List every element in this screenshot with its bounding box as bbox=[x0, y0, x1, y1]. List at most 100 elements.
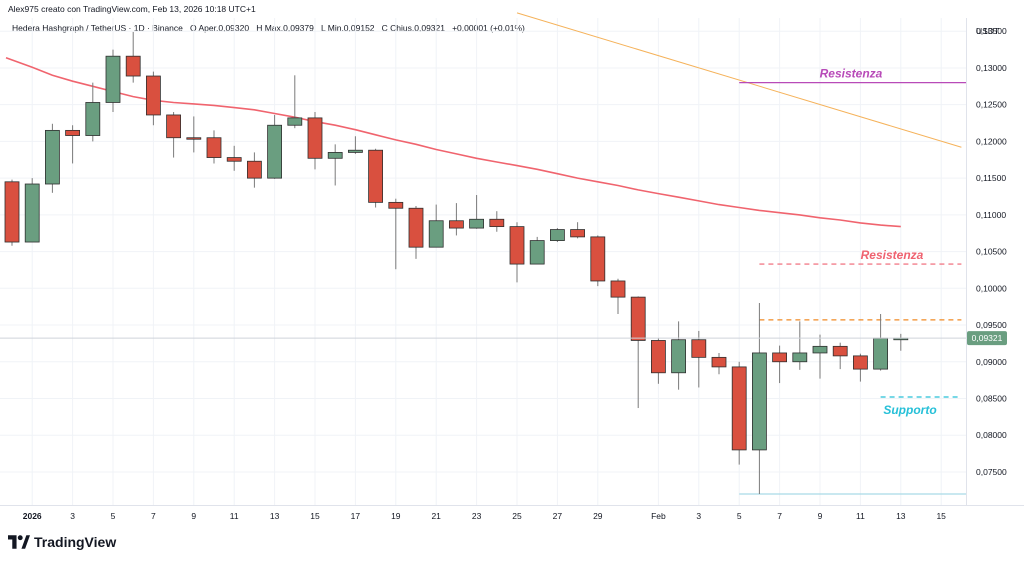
y-tick-label: 0,10500 bbox=[976, 247, 1007, 257]
candle-body bbox=[832, 345, 848, 357]
candle bbox=[630, 296, 646, 409]
candle-body bbox=[772, 352, 787, 363]
close-label: C bbox=[381, 23, 388, 33]
x-tick-label: 29 bbox=[593, 511, 603, 521]
candle-body bbox=[186, 137, 202, 140]
candle-body bbox=[347, 149, 363, 153]
candle-body bbox=[691, 339, 707, 358]
y-tick-label: 0,11500 bbox=[976, 173, 1006, 183]
x-tick-label: 2026 bbox=[23, 511, 42, 521]
y-tick-label: 0,10000 bbox=[976, 283, 1007, 293]
resistance-label-top: Resistenza bbox=[820, 67, 883, 81]
x-tick-label: 11 bbox=[230, 511, 239, 521]
chart-legend: Hedera Hashgraph / TetherUS · 1D · Binan… bbox=[12, 23, 525, 33]
candles bbox=[4, 31, 909, 494]
candle bbox=[45, 123, 60, 193]
candle bbox=[307, 112, 323, 170]
candle-body bbox=[125, 55, 141, 77]
candle-body bbox=[448, 220, 464, 229]
candle-body bbox=[307, 117, 323, 159]
candle bbox=[105, 49, 121, 113]
candle-body bbox=[65, 129, 80, 136]
candle-body bbox=[267, 124, 283, 179]
x-tick-label: 27 bbox=[553, 511, 563, 521]
candle bbox=[267, 114, 283, 179]
candle-body bbox=[590, 236, 606, 282]
y-tick-label: 0,08000 bbox=[976, 430, 1007, 440]
trendline bbox=[516, 12, 962, 148]
candle-body bbox=[408, 207, 424, 248]
candle-body bbox=[105, 55, 121, 103]
candle bbox=[428, 204, 444, 248]
x-tick-label: 15 bbox=[936, 511, 946, 521]
x-tick-label: 9 bbox=[818, 511, 823, 521]
candle bbox=[206, 130, 222, 164]
high-value: Max.0,09379 bbox=[264, 23, 314, 33]
candle bbox=[509, 222, 525, 283]
candle-body bbox=[388, 201, 404, 209]
candle bbox=[408, 206, 424, 259]
x-tick-label: 25 bbox=[512, 511, 522, 521]
y-tick-label: 0,09000 bbox=[976, 357, 1007, 367]
support-label: Supporto bbox=[883, 403, 936, 417]
y-tick-label: 0,07500 bbox=[976, 467, 1007, 477]
candle bbox=[832, 342, 848, 370]
x-tick-label: 11 bbox=[856, 511, 865, 521]
annotations: Resistenza Resistenza Supporto bbox=[516, 12, 966, 495]
y-tick-label: 0,11000 bbox=[976, 210, 1006, 220]
candle bbox=[85, 82, 101, 142]
change-value: +0,00001 (+0,01%) bbox=[452, 23, 525, 33]
candle bbox=[651, 338, 666, 384]
candle-body bbox=[428, 220, 444, 248]
candle-body bbox=[752, 352, 767, 451]
x-tick-label: 5 bbox=[111, 511, 116, 521]
candle-body bbox=[550, 229, 565, 241]
candle bbox=[388, 198, 404, 270]
x-tick-label: 5 bbox=[737, 511, 742, 521]
tradingview-logo-text: TradingView bbox=[34, 534, 117, 550]
candle-body bbox=[287, 117, 303, 126]
candle bbox=[65, 125, 80, 164]
tradingview-logo[interactable]: TradingView bbox=[8, 534, 116, 550]
symbol-line[interactable]: Hedera Hashgraph / TetherUS · 1D · Binan… bbox=[12, 23, 183, 33]
y-axis-ticks: 0,13500 0,13000 0,12500 0,12000 0,11500 0,110… bbox=[976, 26, 1007, 477]
candle bbox=[893, 333, 909, 351]
candle-body bbox=[792, 352, 808, 363]
candle-body bbox=[873, 337, 888, 370]
candle bbox=[529, 236, 545, 265]
candle bbox=[166, 112, 182, 158]
candle bbox=[570, 222, 585, 239]
current-price-label: 0,09321 bbox=[972, 333, 1003, 343]
current-price-badge bbox=[967, 331, 1007, 346]
candle-body bbox=[671, 339, 686, 374]
candle-body bbox=[368, 149, 384, 203]
candle bbox=[731, 361, 747, 465]
current-price: 0,09321 bbox=[0, 331, 1007, 346]
candle-body bbox=[4, 181, 20, 243]
candle bbox=[347, 136, 363, 154]
low-value: Min.0,09152 bbox=[327, 23, 375, 33]
candle-body bbox=[166, 114, 182, 139]
candle-body bbox=[651, 340, 666, 374]
candle-body bbox=[327, 152, 343, 159]
x-tick-label: 9 bbox=[191, 511, 196, 521]
y-tick-label: 0,13500 bbox=[976, 26, 1007, 36]
candle bbox=[853, 353, 868, 382]
candle bbox=[24, 178, 40, 243]
candle bbox=[752, 303, 767, 494]
candle-body bbox=[469, 218, 485, 229]
chart-credit: Alex975 creato con TradingView.com, Feb … bbox=[8, 4, 256, 14]
x-tick-label: 21 bbox=[431, 511, 441, 521]
x-tick-label: 3 bbox=[696, 511, 701, 521]
candle-body bbox=[45, 129, 60, 185]
x-tick-label: 7 bbox=[151, 511, 156, 521]
candle-body bbox=[853, 355, 868, 370]
candle bbox=[448, 203, 464, 236]
candle bbox=[711, 352, 727, 375]
x-tick-label: 7 bbox=[777, 511, 782, 521]
x-tick-label: 15 bbox=[310, 511, 320, 521]
candle-body bbox=[711, 356, 727, 368]
x-tick-label: 17 bbox=[351, 511, 361, 521]
candle-body bbox=[226, 157, 242, 162]
